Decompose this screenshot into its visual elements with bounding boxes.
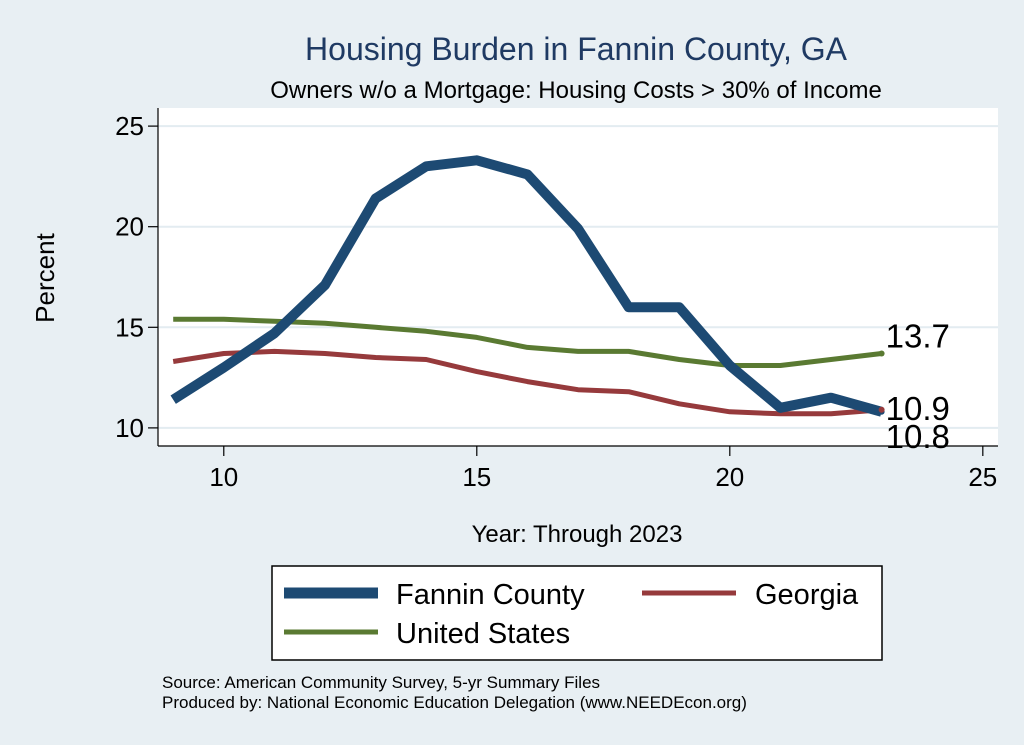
y-tick-label-15: 15 [115,312,144,342]
end-point-united-states [878,350,885,357]
end-label-georgia: 10.9 [886,390,950,427]
x-axis-label: Year: Through 2023 [472,521,683,548]
chart-title: Housing Burden in Fannin County, GA [305,31,848,67]
y-tick-label-10: 10 [115,413,144,443]
legend-label-us: United States [396,618,570,650]
legend-label-fannin: Fannin County [396,579,585,611]
legend: Fannin County Georgia United States [271,565,883,661]
end-label-fannin-county: 10.8 [886,418,950,455]
y-tick-label-20: 20 [115,212,144,242]
series-lines [170,155,883,417]
x-tick-label-20: 20 [715,462,744,492]
end-label-united-states: 13.7 [886,317,950,354]
end-point-georgia [878,406,885,413]
series-line-fannin-county [170,155,883,417]
plot-area [158,108,998,446]
x-tick-label-15: 15 [462,462,491,492]
source-line-2: Produced by: National Economic Education… [162,693,747,712]
source-line-1: Source: American Community Survey, 5-yr … [162,673,600,692]
legend-label-georgia: Georgia [755,579,859,611]
chart-subtitle: Owners w/o a Mortgage: Housing Costs > 3… [270,77,882,104]
legend-box [271,565,883,661]
x-axis: 10 15 20 25 [158,445,998,492]
series-line-georgia [172,348,882,417]
y-axis: 10 15 20 25 [115,108,159,446]
x-tick-label-10: 10 [209,462,238,492]
y-axis-label: Percent [30,232,60,322]
end-labels: 10.810.9 13.7 [878,317,950,455]
y-tick-label-25: 25 [115,111,144,141]
x-tick-label-25: 25 [968,462,997,492]
